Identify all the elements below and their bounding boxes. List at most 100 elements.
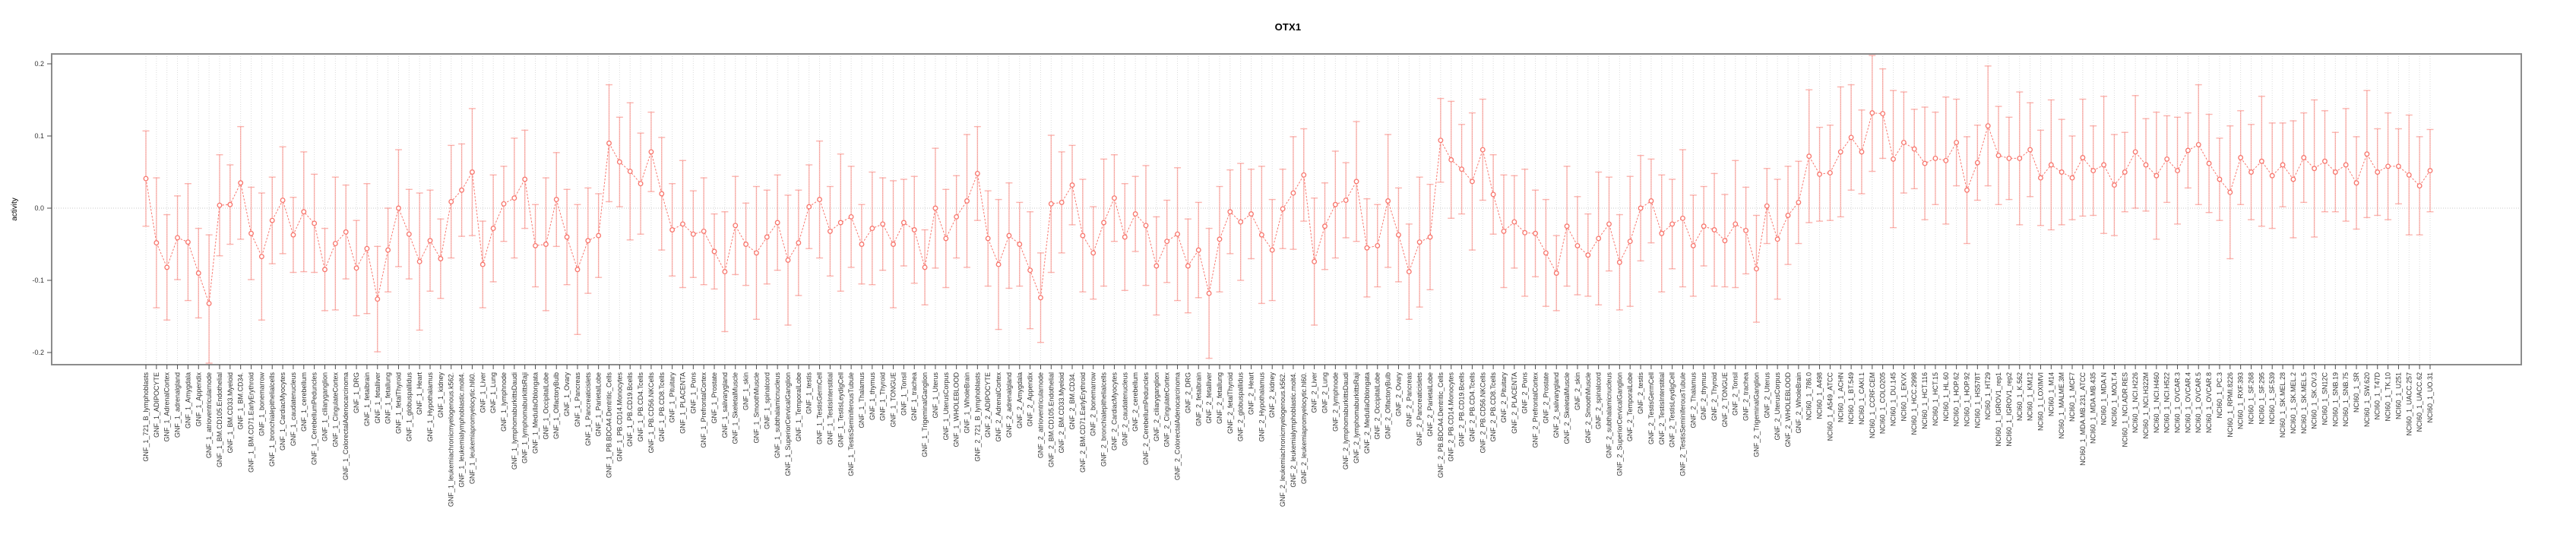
data-point xyxy=(880,221,886,227)
data-point xyxy=(2312,166,2318,172)
data-point xyxy=(785,257,791,263)
data-point xyxy=(2080,155,2086,160)
x-axis-tick-label: NCI60_1_EKVX xyxy=(1900,372,1907,422)
x-axis-tick-label: GNF_1_TestisLeydigCell xyxy=(837,372,844,447)
x-axis-tick-label: GNF_1_salivarygland xyxy=(721,372,729,438)
x-axis-tick-label: GNF_2_OlfactoryBulb xyxy=(1385,372,1392,439)
x-axis-tick-label: GNF_1_AdrenalCortex xyxy=(163,372,171,442)
x-axis-tick-label: GNF_2_SuperiorCervicalGanglion xyxy=(1616,372,1623,476)
x-axis-tick-label: GNF_2_Uterus xyxy=(1763,372,1771,419)
data-point xyxy=(1248,211,1254,217)
x-axis-tick-label: GNF_2_TrigeminalGanglion xyxy=(1752,372,1760,457)
data-point xyxy=(459,187,465,193)
data-point xyxy=(427,238,433,244)
x-axis-tick-label: GNF_1_Thyroid xyxy=(879,372,887,421)
x-axis-tick-label: GNF_1_subthalamicnucleus xyxy=(774,372,781,459)
x-axis-tick-label: GNF_1_PB.BDCA4.Dentritic_Cells xyxy=(606,372,613,479)
data-point xyxy=(891,242,896,247)
data-point xyxy=(1301,172,1307,178)
x-axis-tick-label: GNF_2_bronchialepithelialcells xyxy=(1100,372,1108,467)
x-axis-tick-label: GNF_1_BM.CD71.EarlyErythroid xyxy=(248,372,255,473)
x-axis-tick-label: NCI60_1_CCRF.CEM xyxy=(1869,372,1876,438)
x-axis-tick-label: NCI60_1_M14 xyxy=(2047,372,2055,416)
data-point xyxy=(1206,290,1212,296)
x-axis-tick-label: GNF_2_BM.CD105.Endothelial xyxy=(1047,372,1055,467)
x-axis-tick-label: NCI60_1_T47D xyxy=(2374,372,2381,420)
data-point xyxy=(1080,232,1086,239)
data-point xyxy=(1069,182,1075,188)
x-axis-tick-label: GNF_2_leukemialymphoblastic.molt4. xyxy=(1290,372,1297,488)
x-axis-tick-label: GNF_1_SkeletalMuscle xyxy=(732,372,739,444)
data-point xyxy=(1553,270,1559,276)
data-point xyxy=(1175,231,1180,237)
data-point xyxy=(1459,166,1465,172)
data-point xyxy=(616,159,622,165)
data-point xyxy=(2017,155,2023,161)
data-point xyxy=(690,231,696,237)
x-axis-tick-label: GNF_1_trachea xyxy=(910,372,918,421)
data-point xyxy=(406,231,412,237)
x-axis-tick-label: GNF_2_fetalThyroid xyxy=(1226,372,1234,434)
data-point xyxy=(1827,169,1833,175)
x-axis-tick-label: GNF_1_BM.CD105.Endothelial xyxy=(216,372,223,467)
x-axis-tick-label: GNF_1_globuspallidus xyxy=(405,372,413,442)
x-axis-tick-label: GNF_1_ColorectalAdenocarcinoma xyxy=(342,372,350,480)
x-axis-tick-label: GNF_1_lymphomaburkittsRaji xyxy=(521,372,529,463)
data-point xyxy=(911,227,917,232)
x-axis-tick-label: NCI60_1_SF.268 xyxy=(2248,372,2255,425)
x-axis-tick-label: NCI60_1_SNB.19 xyxy=(2331,372,2339,427)
x-axis-tick-label: NCI60_1_IGROV1_rep2 xyxy=(2005,372,2013,447)
x-axis-tick-label: GNF_1_testis xyxy=(805,372,813,415)
x-axis-tick-label: GNF_1_fetalliver xyxy=(374,372,381,424)
data-point xyxy=(269,217,275,223)
x-axis-tick-label: GNF_1_spinalcord xyxy=(763,372,771,429)
x-axis-tick-label: NCI60_1_UACC.257 xyxy=(2405,372,2413,436)
data-point xyxy=(1059,199,1065,205)
data-point xyxy=(1385,198,1391,204)
data-point xyxy=(817,197,823,203)
x-axis-tick-label: NCI60_1_LOXIMVI xyxy=(2036,372,2044,431)
data-point xyxy=(1848,134,1854,141)
data-point xyxy=(680,221,685,227)
x-axis-tick-label: NCI60_1_HS578T xyxy=(1973,372,1981,428)
data-point xyxy=(1690,242,1696,248)
x-axis-tick-label: GNF_1_ciliaryganglion xyxy=(321,372,328,441)
data-point xyxy=(1427,234,1433,240)
x-axis-tick-label: GNF_1_DRG xyxy=(353,372,360,413)
x-axis-tick-label: NCI60_1_PC.3 xyxy=(2216,372,2223,419)
data-point xyxy=(2185,147,2191,153)
x-axis-tick-label: GNF_1_Liver xyxy=(479,372,486,413)
data-point xyxy=(827,228,833,234)
x-axis-tick-label: GNF_1_SuperiorCervicalGanglion xyxy=(784,372,792,476)
x-axis-tick-label: GNF_1_MedullaOblongata xyxy=(532,372,540,454)
x-axis-tick-label: GNF_2_Liver xyxy=(1311,372,1318,413)
x-axis-tick-label: GNF_2_Amygdala xyxy=(1016,372,1024,428)
x-axis-tick-label: NCI60_1_MDA.N xyxy=(2100,372,2108,425)
data-point xyxy=(1322,223,1328,229)
x-axis-tick-label: GNF_1_TestisGermCell xyxy=(816,372,824,444)
x-axis-tick-label: NCI60_1_786.0 xyxy=(1805,372,1813,420)
x-axis-tick-label: NCI60_1_RPMI.8226 xyxy=(2226,372,2234,438)
data-point xyxy=(1964,187,1970,193)
x-axis-tick-label: GNF_1_PLACENTA xyxy=(679,372,686,434)
data-point xyxy=(332,241,338,246)
x-axis-tick-label: NCI60_1_BT.549 xyxy=(1847,372,1855,425)
x-axis-tick-label: GNF_2_ColorectalAdenocarcinoma xyxy=(1174,372,1182,480)
data-point xyxy=(1774,236,1780,242)
x-axis-tick-label: GNF_1_ParietalLobe xyxy=(595,372,603,437)
data-point xyxy=(469,169,475,175)
data-point xyxy=(1269,247,1275,253)
y-axis-tick-label: 0.2 xyxy=(34,60,44,68)
data-point xyxy=(248,230,254,236)
x-axis-tick-label: GNF_1_Prostate xyxy=(710,372,718,424)
data-point xyxy=(238,180,244,186)
x-axis-tick-label: GNF_2_Heart xyxy=(1248,372,1255,416)
x-axis-tick-label: GNF_1_Amygdala xyxy=(184,372,191,428)
x-axis-tick-label: GNF_1_kidney xyxy=(437,372,445,419)
data-point xyxy=(1659,230,1665,236)
data-point xyxy=(859,242,865,247)
x-axis-tick-label: NCI60_1_SK.MEL.2 xyxy=(2290,372,2297,434)
data-point xyxy=(627,169,633,174)
x-axis-tick-label: GNF_2_testis xyxy=(1637,372,1644,415)
x-axis-tick-label: NCI60_1_HCT.116 xyxy=(1921,372,1929,429)
